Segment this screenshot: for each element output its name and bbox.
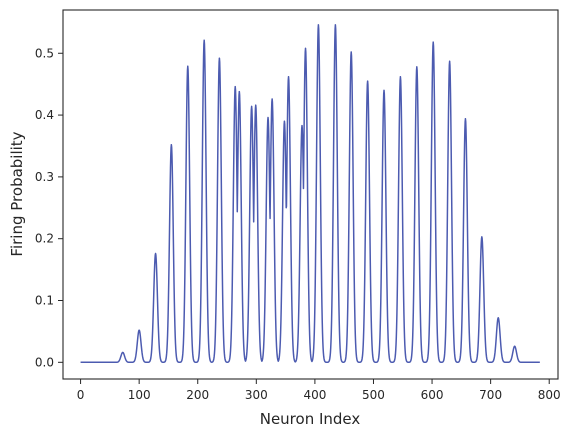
peak-point-17 <box>317 24 320 26</box>
peak-point-11 <box>267 116 269 119</box>
x-tick-label: 500 <box>362 388 385 402</box>
peak-point-12 <box>271 98 273 100</box>
peak-point-6 <box>218 57 221 59</box>
peak-point-1 <box>138 329 140 331</box>
x-tick-label: 600 <box>421 388 444 402</box>
peak-point-28 <box>497 317 499 319</box>
peak-point-14 <box>287 76 290 78</box>
y-tick-label: 0.0 <box>35 355 54 369</box>
x-tick-label: 300 <box>245 388 268 402</box>
x-tick-label: 0 <box>77 388 85 402</box>
series-line-group <box>80 24 541 364</box>
y-tick-label: 0.3 <box>35 170 54 184</box>
peak-point-29 <box>514 345 516 347</box>
x-axis-label: Neuron Index <box>260 410 361 428</box>
peak-point-8 <box>238 90 240 93</box>
peak-point-19 <box>350 51 352 53</box>
plot-background <box>63 10 558 379</box>
y-tick-label: 0.5 <box>35 46 54 60</box>
peak-point-21 <box>383 89 385 91</box>
peak-point-0 <box>122 351 124 354</box>
x-tick-label: 700 <box>479 388 502 402</box>
x-tick-label: 100 <box>128 388 151 402</box>
x-axis-ticks: 0 100 200 300 400 500 600 700 800 <box>77 379 561 402</box>
x-tick-label: 800 <box>538 388 561 402</box>
y-tick-label: 0.2 <box>35 232 54 246</box>
peak-point-25 <box>449 60 451 62</box>
peak-point-4 <box>187 65 189 67</box>
peak-point-10 <box>255 104 257 106</box>
x-tick-label: 400 <box>303 388 326 402</box>
peak-point-2 <box>154 252 157 255</box>
y-axis-label: Firing Probability <box>8 131 26 256</box>
peak-point-22 <box>399 76 402 78</box>
peak-point-24 <box>432 41 434 43</box>
peak-point-20 <box>367 80 369 82</box>
y-axis-ticks: 0.0 0.1 0.2 0.3 0.4 0.5 <box>35 46 63 369</box>
y-tick-label: 0.1 <box>35 294 54 308</box>
x-tick-label: 200 <box>186 388 209 402</box>
series-line-0 <box>80 24 541 364</box>
peak-point-26 <box>464 118 467 120</box>
peak-point-16 <box>304 47 307 49</box>
peak-point-27 <box>481 236 483 238</box>
peak-point-3 <box>170 144 172 146</box>
peak-point-18 <box>334 24 336 26</box>
y-tick-label: 0.4 <box>35 108 54 122</box>
peak-point-13 <box>283 120 286 122</box>
peak-point-23 <box>416 66 418 68</box>
plot-frame <box>62 9 559 380</box>
peak-point-15 <box>301 124 303 127</box>
peak-point-9 <box>251 105 253 108</box>
peak-point-5 <box>203 39 205 41</box>
peak-point-7 <box>234 86 236 88</box>
